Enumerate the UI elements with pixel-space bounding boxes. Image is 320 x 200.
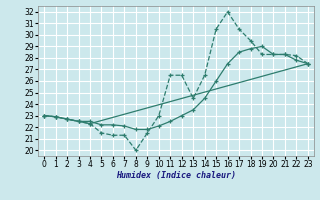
X-axis label: Humidex (Indice chaleur): Humidex (Indice chaleur) bbox=[116, 171, 236, 180]
